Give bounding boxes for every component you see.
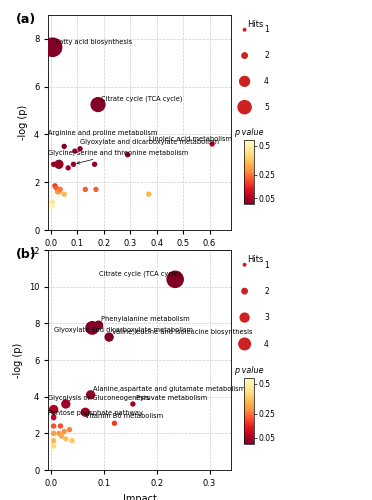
Point — [69, 436, 75, 444]
Point — [52, 182, 58, 190]
Text: Fatty acid biosynthesis: Fatty acid biosynthesis — [56, 39, 132, 45]
Point — [51, 422, 57, 430]
Text: Alanine,aspartate and glutamate metabolism: Alanine,aspartate and glutamate metaboli… — [93, 386, 246, 392]
Text: 4: 4 — [264, 77, 269, 86]
Text: Linoleic acid metabolism: Linoleic acid metabolism — [149, 136, 232, 141]
Point — [67, 426, 73, 434]
Text: Phenylalanine metabolism: Phenylalanine metabolism — [101, 316, 190, 322]
Text: Glycine, serine and threonine metabolism: Glycine, serine and threonine metabolism — [48, 150, 189, 164]
Point — [51, 436, 57, 444]
Text: Hits: Hits — [247, 20, 263, 29]
Text: Citrate cycle (TCA cycle): Citrate cycle (TCA cycle) — [99, 270, 180, 276]
Text: Valine,leucine and isoleucine biosynthesis: Valine,leucine and isoleucine biosynthes… — [112, 328, 252, 334]
Text: 1: 1 — [264, 260, 269, 270]
Point — [57, 186, 63, 194]
Point — [51, 406, 57, 413]
Point — [112, 419, 118, 427]
Point — [82, 408, 88, 416]
Point — [61, 428, 67, 436]
Point — [77, 145, 83, 153]
Point — [61, 190, 67, 198]
Point — [130, 400, 136, 408]
Text: Vitamin B6 metabolism: Vitamin B6 metabolism — [85, 413, 163, 419]
Point — [209, 140, 215, 148]
Point — [51, 413, 57, 421]
Point — [63, 435, 69, 443]
Text: 2: 2 — [264, 287, 269, 296]
Text: Glyoxylate and dicarboxylate metabolism: Glyoxylate and dicarboxylate metabolism — [54, 328, 193, 334]
Point — [242, 261, 248, 269]
Point — [56, 430, 62, 438]
X-axis label: Impact: Impact — [122, 494, 157, 500]
Point — [88, 391, 94, 399]
Point — [242, 78, 248, 86]
Text: Pentose phosphate pathway: Pentose phosphate pathway — [48, 410, 143, 416]
Text: (a): (a) — [16, 13, 36, 26]
X-axis label: Impact: Impact — [122, 254, 157, 264]
Point — [72, 147, 78, 155]
Point — [58, 422, 64, 430]
Text: Glyoxylate and dicarboxylate metabolism: Glyoxylate and dicarboxylate metabolism — [80, 139, 219, 145]
Point — [61, 142, 67, 150]
Text: Arginine and proline metabolism: Arginine and proline metabolism — [48, 130, 158, 136]
Point — [51, 430, 57, 438]
Point — [51, 160, 57, 168]
Point — [242, 287, 248, 295]
Point — [51, 442, 57, 450]
Point — [89, 324, 95, 332]
Text: Citrate cycle (TCA cycle): Citrate cycle (TCA cycle) — [101, 96, 183, 102]
Text: (b): (b) — [16, 248, 36, 261]
Point — [49, 202, 55, 210]
Text: 1: 1 — [264, 26, 269, 35]
Point — [55, 188, 61, 196]
Point — [93, 186, 99, 194]
Point — [49, 198, 55, 206]
Point — [125, 151, 131, 159]
Text: Pyruvate metabolism: Pyruvate metabolism — [135, 395, 207, 401]
Y-axis label: -log (p): -log (p) — [13, 342, 23, 378]
Point — [63, 400, 69, 408]
Text: p value: p value — [234, 366, 264, 375]
Point — [242, 52, 248, 60]
Point — [51, 414, 57, 422]
Point — [242, 314, 248, 322]
Text: 2: 2 — [264, 52, 269, 60]
Point — [242, 103, 248, 111]
Point — [59, 432, 65, 440]
Point — [53, 184, 59, 192]
Point — [95, 100, 101, 108]
Text: p value: p value — [234, 128, 264, 137]
Point — [65, 164, 71, 172]
Point — [82, 186, 88, 194]
Point — [172, 276, 178, 283]
Text: 5: 5 — [264, 103, 269, 112]
Point — [242, 26, 248, 34]
Point — [56, 188, 62, 196]
Text: Glycolysis or Gluconeogenesis: Glycolysis or Gluconeogenesis — [48, 395, 150, 401]
Point — [92, 160, 97, 168]
Point — [146, 190, 152, 198]
Point — [49, 44, 55, 52]
Point — [70, 160, 76, 168]
Point — [106, 333, 112, 341]
Point — [96, 321, 102, 329]
Text: 4: 4 — [264, 340, 269, 348]
Text: Hits: Hits — [247, 255, 263, 264]
Text: 3: 3 — [264, 314, 269, 322]
Y-axis label: -log (p): -log (p) — [18, 105, 28, 140]
Point — [56, 160, 62, 168]
Point — [242, 340, 248, 348]
